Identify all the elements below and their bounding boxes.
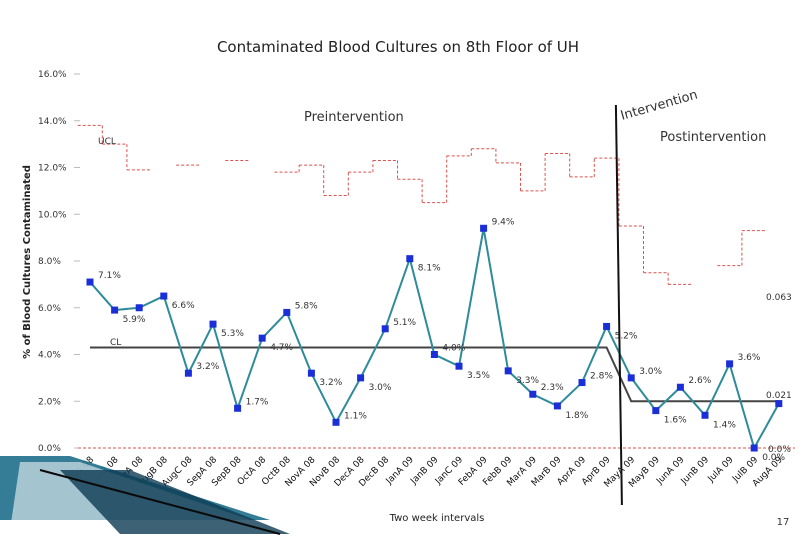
data-label: 5.2% <box>615 331 638 341</box>
intervention-label: Intervention <box>619 88 699 124</box>
data-point <box>135 304 143 312</box>
slide-number: 17 <box>777 517 790 528</box>
data-labels: 7.1% 5.9% 6.6% 3.2% 5.3% 1.7% 4.7% 5.8% 3.2% 1.1%… <box>98 217 786 463</box>
data-label: 5.9% <box>123 315 146 325</box>
x-axis-label: Two week intervals <box>389 513 485 524</box>
ucl-label: UCL <box>98 137 116 147</box>
data-point <box>578 379 586 387</box>
data-point <box>86 278 94 286</box>
data-label: 2.3% <box>541 383 564 393</box>
y-tick-label: 0.0% <box>38 444 61 454</box>
data-label: 3.6% <box>738 353 761 363</box>
data-point <box>430 351 438 358</box>
y-tick-label: 16.0% <box>38 70 67 80</box>
data-label: 4.7% <box>270 343 293 353</box>
cl-end-value: 0.021 <box>766 391 792 401</box>
data-point <box>332 418 340 426</box>
y-tick-label: 6.0% <box>38 304 61 314</box>
data-label: 3.0% <box>369 383 392 393</box>
data-point <box>184 369 192 377</box>
data-point <box>529 390 537 398</box>
data-point <box>676 383 684 391</box>
data-point <box>480 224 488 232</box>
y-tick-label: 4.0% <box>38 351 61 361</box>
data-point <box>553 402 561 410</box>
y-tick-label: 10.0% <box>38 210 67 220</box>
data-point <box>209 320 217 328</box>
x-tick-label: JulA 09 <box>706 455 736 485</box>
decorative-arrow-shape <box>0 456 290 535</box>
data-point <box>701 411 709 419</box>
data-point <box>455 362 463 370</box>
data-point <box>627 374 635 382</box>
data-point <box>775 400 783 408</box>
data-points <box>86 224 783 452</box>
ucl-end-value: 0.063 <box>766 293 792 303</box>
data-label: 3.3% <box>516 376 539 386</box>
data-label: 1.1% <box>344 411 367 421</box>
cl-label: CL <box>110 338 121 348</box>
aug-point-label: 0.0% <box>768 445 791 455</box>
data-label: 1.7% <box>246 397 269 407</box>
data-point <box>504 367 512 375</box>
data-label: 0.0% <box>762 453 785 463</box>
y-ticks: 0.0% 2.0% 4.0% 6.0% 8.0% 10.0% 12.0% 14.0% 16.0% <box>38 70 80 454</box>
data-point <box>111 306 119 314</box>
postintervention-label: Postintervention <box>660 130 766 145</box>
data-point <box>406 255 414 263</box>
chart-title: Contaminated Blood Cultures on 8th Floor… <box>217 38 579 56</box>
data-point <box>160 292 168 300</box>
data-label: 1.8% <box>565 411 588 421</box>
data-label: 5.3% <box>221 329 244 339</box>
y-tick-label: 12.0% <box>38 164 67 174</box>
data-point <box>726 360 734 368</box>
data-point <box>381 325 389 333</box>
y-tick-label: 14.0% <box>38 117 67 127</box>
data-point <box>357 374 365 382</box>
y-tick-label: 8.0% <box>38 257 61 267</box>
center-line-path <box>90 346 779 403</box>
data-label: 1.4% <box>713 420 736 430</box>
data-label: 9.4% <box>492 217 515 227</box>
y-axis-label: % of Blood Cultures Contaminated <box>22 165 33 359</box>
data-label: 3.5% <box>467 371 490 381</box>
data-label: 5.8% <box>295 301 318 311</box>
data-point <box>652 407 660 415</box>
center-line <box>90 346 779 403</box>
data-label: 6.6% <box>172 301 195 311</box>
intervention-line <box>614 104 623 506</box>
data-point <box>603 322 611 330</box>
y-tick-label: 2.0% <box>38 397 61 407</box>
data-point <box>258 334 266 342</box>
data-point <box>750 444 758 452</box>
data-label: 8.1% <box>418 264 441 274</box>
data-label: 3.0% <box>639 367 662 377</box>
data-label: 3.2% <box>196 362 219 372</box>
data-label: 1.6% <box>664 416 687 426</box>
data-point <box>283 308 291 316</box>
data-point <box>307 369 315 377</box>
data-label: 5.1% <box>393 318 416 328</box>
data-label: 4.0% <box>442 344 465 354</box>
data-point <box>234 404 242 412</box>
data-label: 2.8% <box>590 372 613 382</box>
data-label: 7.1% <box>98 271 121 281</box>
ucl-line <box>77 124 767 285</box>
preintervention-label: Preintervention <box>304 110 404 125</box>
data-label: 3.2% <box>319 378 342 388</box>
data-label: 2.6% <box>688 376 711 386</box>
